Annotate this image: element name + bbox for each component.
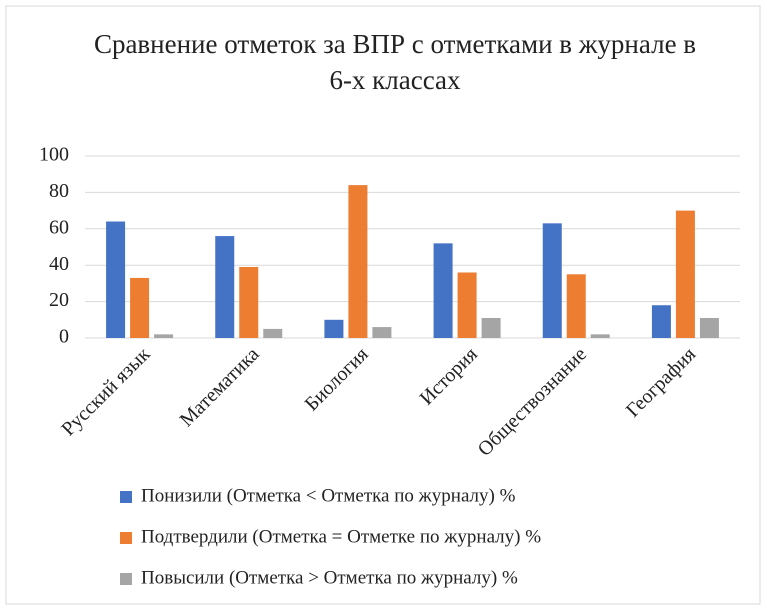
bar — [263, 328, 283, 338]
y-tick-label: 0 — [59, 326, 69, 348]
legend-swatch — [120, 491, 132, 503]
y-tick-label: 60 — [49, 216, 69, 238]
bar — [106, 221, 126, 338]
bar — [481, 317, 501, 338]
bar — [154, 334, 174, 338]
legend-swatch — [120, 573, 132, 585]
bar — [675, 210, 695, 338]
y-tick-label: 80 — [49, 180, 69, 202]
legend-label: Подтвердили (Отметка = Отметке по журнал… — [141, 526, 541, 547]
bar — [348, 185, 368, 338]
bar — [699, 317, 719, 338]
legend-swatch — [120, 532, 132, 544]
chart-title: Сравнение отметок за ВПР с отметками в ж… — [93, 29, 697, 95]
bar — [457, 272, 477, 338]
bar — [239, 267, 259, 338]
bar — [590, 334, 610, 338]
bar — [324, 319, 344, 338]
legend-label: Повысили (Отметка > Отметка по журналу) … — [141, 567, 518, 588]
bar — [372, 327, 392, 338]
y-tick-label: 100 — [39, 144, 69, 166]
legend-label: Понизили (Отметка < Отметка по журналу) … — [141, 485, 516, 506]
bar — [542, 223, 562, 338]
y-tick-label: 20 — [49, 289, 69, 311]
y-tick-label: 40 — [49, 253, 69, 275]
bar — [130, 277, 150, 338]
bar — [566, 274, 586, 338]
bar — [215, 236, 235, 338]
bar — [433, 243, 453, 338]
bar — [651, 305, 671, 338]
